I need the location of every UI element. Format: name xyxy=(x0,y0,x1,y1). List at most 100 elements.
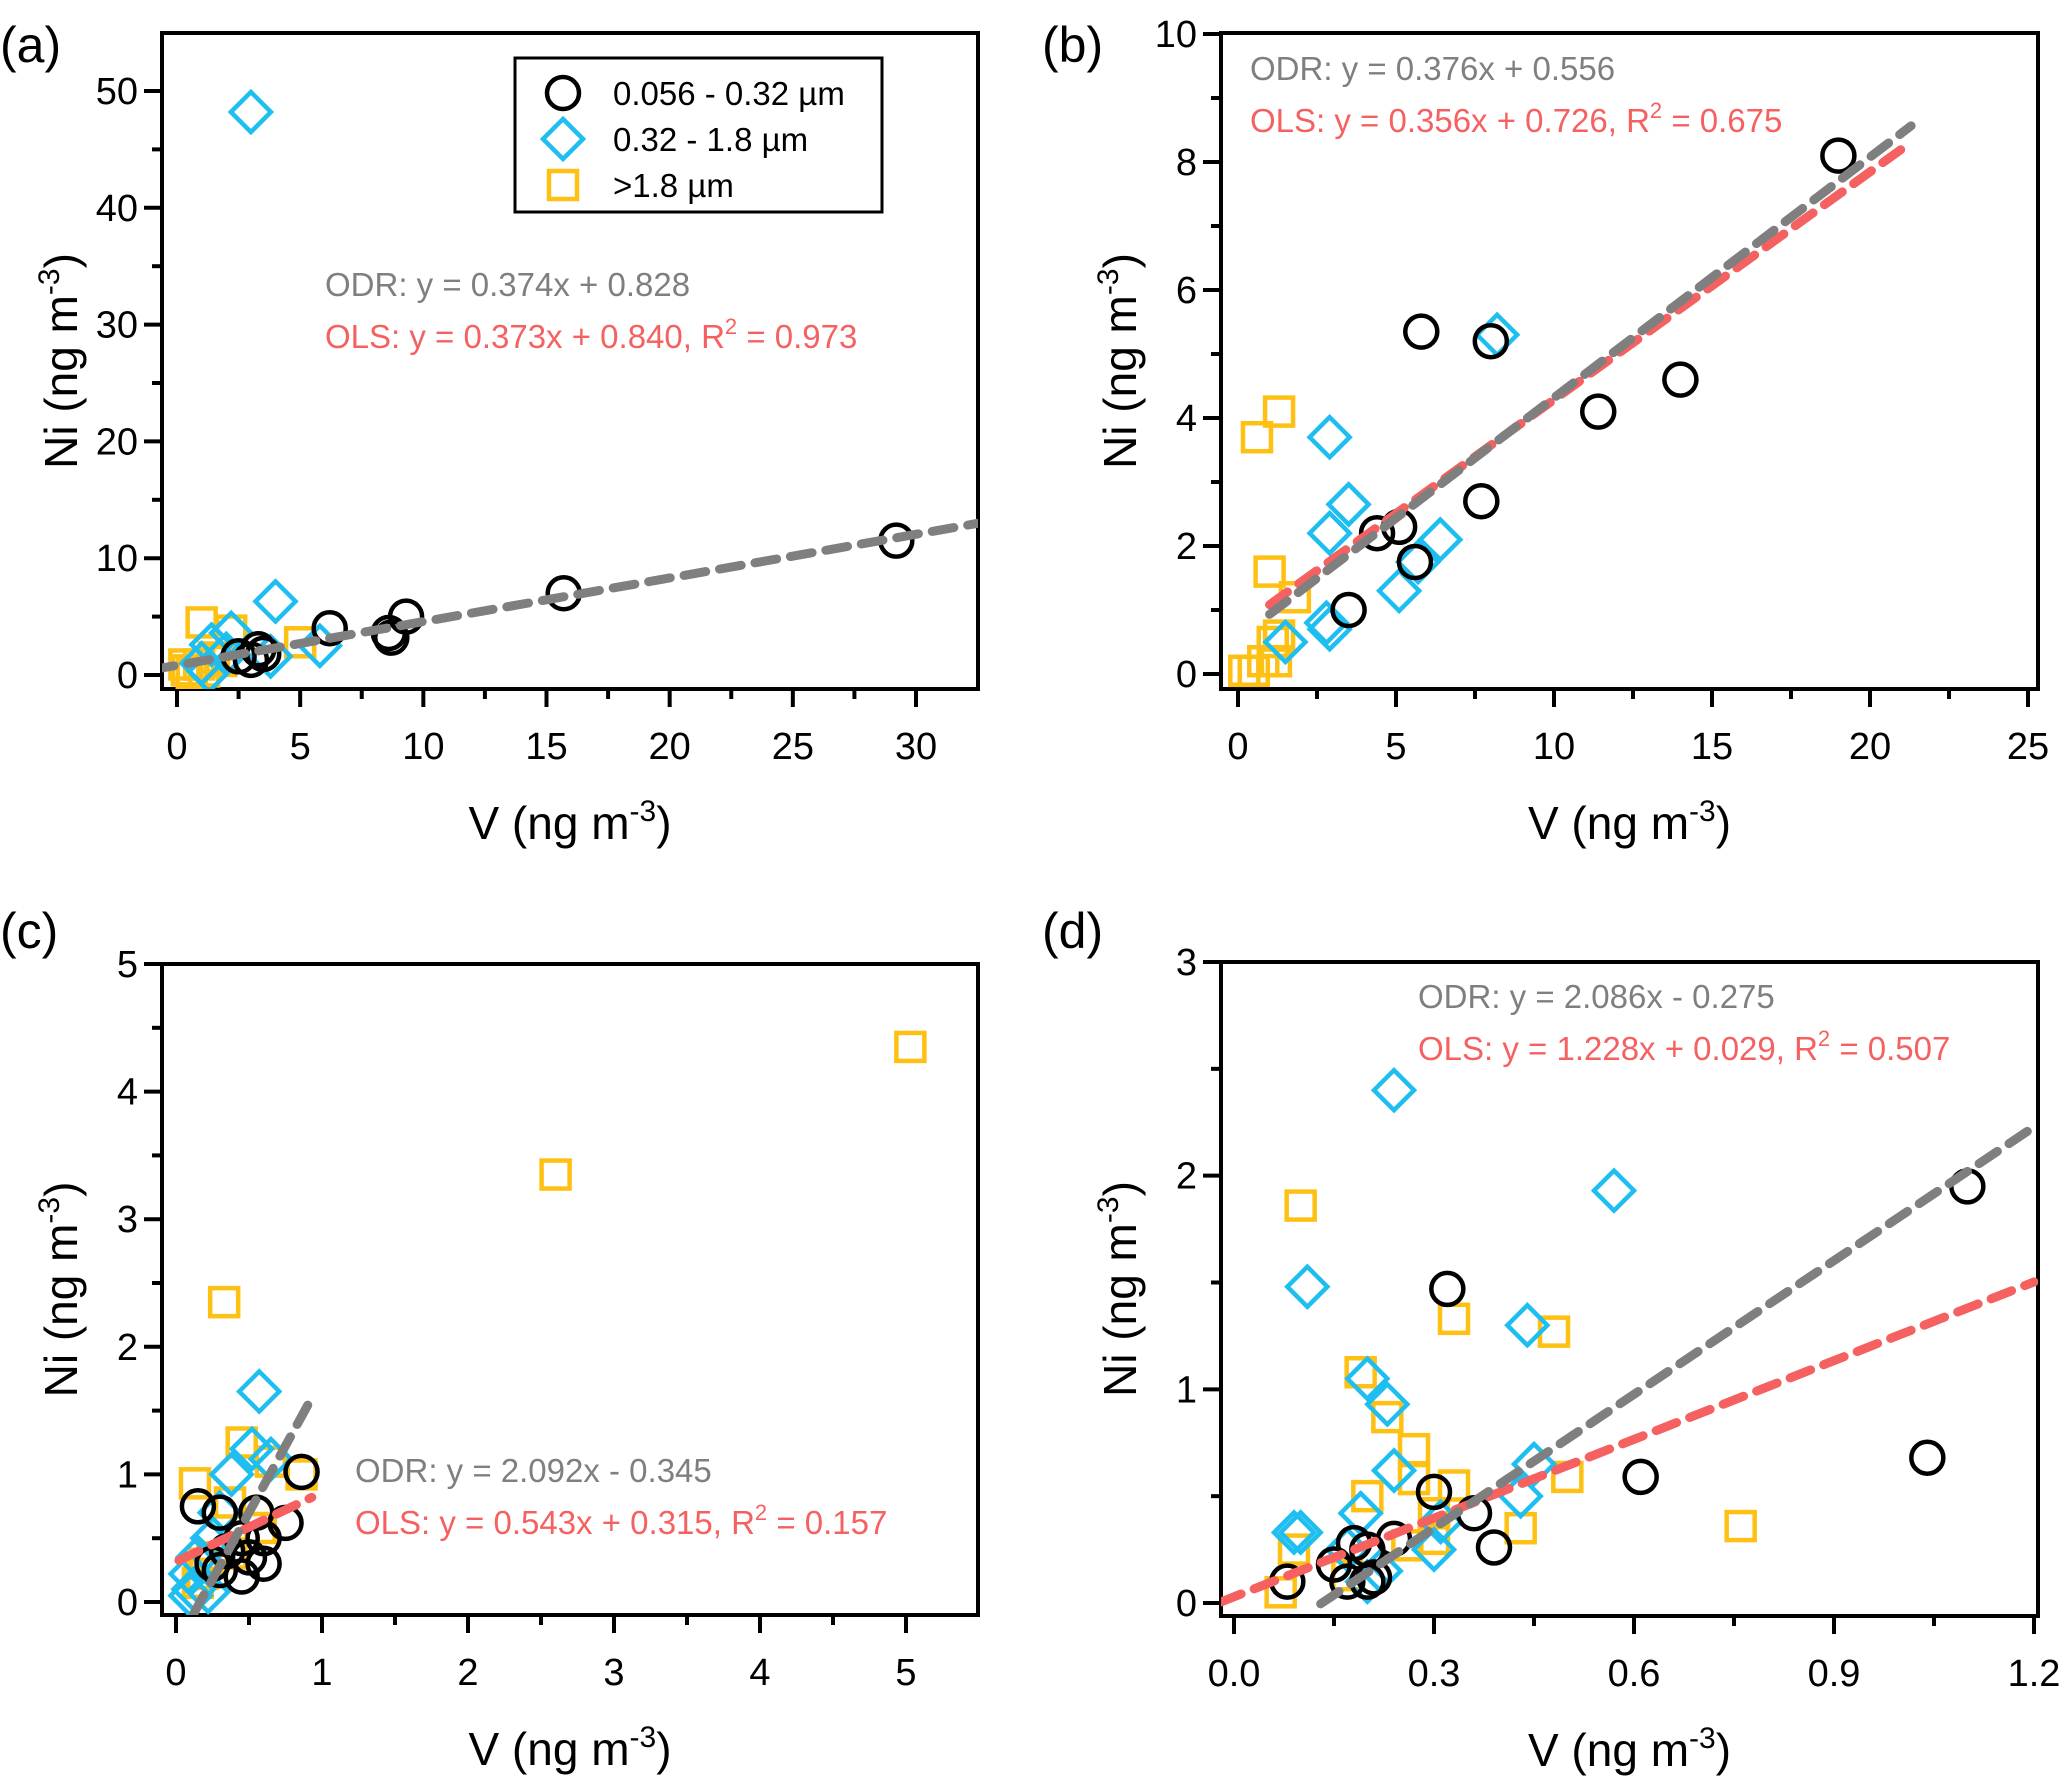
plot-frame xyxy=(1219,31,2040,691)
superscript: -3 xyxy=(630,1721,657,1754)
y-tick-label: 4 xyxy=(117,1072,138,1114)
y-tick-label: 1 xyxy=(117,1454,138,1496)
data-point-diamond xyxy=(1370,1067,1418,1114)
legend-marker-circle xyxy=(544,74,582,112)
y-tick-label: 20 xyxy=(96,421,138,463)
data-point-circle xyxy=(1396,543,1434,581)
data-point-diamond xyxy=(1364,1381,1411,1428)
superscript: -3 xyxy=(1092,1196,1125,1223)
ols-fit-line xyxy=(174,1492,317,1565)
data-point-diamond xyxy=(1284,1263,1331,1310)
legend-label: 0.056 - 0.32 µm xyxy=(613,75,845,112)
data-point-square xyxy=(178,1467,212,1500)
data-point-diamond xyxy=(228,1425,276,1473)
data-point-circle xyxy=(373,619,410,656)
axis-title-end: ) xyxy=(656,797,671,849)
y-tick-label: 0 xyxy=(1176,1583,1197,1625)
data-point-square xyxy=(1724,1509,1757,1543)
odr-fit-line xyxy=(189,1393,317,1615)
x-tick-label: 10 xyxy=(1533,726,1575,768)
y-tick-label: 0 xyxy=(117,1582,138,1624)
superscript: -3 xyxy=(33,1197,66,1224)
data-point-circle xyxy=(245,1545,282,1582)
plot-area xyxy=(1221,1067,2038,1609)
y-tick-label: 2 xyxy=(117,1327,138,1369)
x-tick-label: 5 xyxy=(1385,726,1406,768)
axis-title-end: ) xyxy=(1716,797,1731,849)
r2-value: = 0.973 xyxy=(737,318,857,355)
axis-title-end: ) xyxy=(1094,1181,1146,1196)
x-tick-label: 1 xyxy=(311,1652,332,1694)
data-point-circle xyxy=(1662,361,1699,398)
y-tick-label: 2 xyxy=(1176,1156,1197,1198)
data-point-diamond xyxy=(167,1572,214,1615)
data-point-diamond xyxy=(236,1368,283,1415)
superscript: -3 xyxy=(1092,268,1125,295)
plot-area xyxy=(1228,121,1916,688)
data-point-diamond xyxy=(1325,481,1372,528)
x-axis-title: V (ng m-3) xyxy=(1528,1722,1731,1776)
data-point-circle xyxy=(283,1453,320,1491)
data-point-square xyxy=(1351,1479,1384,1513)
data-point-circle xyxy=(1403,313,1440,350)
data-point-circle xyxy=(1820,137,1857,174)
y-tick-label: 30 xyxy=(96,305,138,347)
odr-fit-line xyxy=(162,518,978,673)
data-point-square xyxy=(1344,1355,1377,1389)
panel-label: (b) xyxy=(1042,17,1103,73)
data-point-circle xyxy=(1358,514,1396,552)
x-tick-label: 0.0 xyxy=(1208,1653,1261,1695)
y-tick-label: 50 xyxy=(96,71,138,113)
y-axis-title: Ni (ng m-3) xyxy=(33,253,87,469)
data-point-circle xyxy=(1472,322,1510,360)
x-axis-title: V (ng m-3) xyxy=(1528,795,1731,849)
x-tick-label: 30 xyxy=(895,726,937,768)
data-point-square xyxy=(1228,654,1261,688)
data-point-square xyxy=(1437,1302,1471,1336)
x-tick-label: 0 xyxy=(1227,726,1248,768)
y-axis-title: Ni (ng m-3) xyxy=(33,1182,87,1398)
data-point-circle xyxy=(1579,393,1617,430)
y-tick-label: 6 xyxy=(1176,270,1197,312)
panel-a: (a) 0 5 10 15 20 25 30 0 10 20 30 40 50 V (ng m-3) Ni (… xyxy=(0,17,980,849)
panel-b: (b) 0 5 10 15 20 25 0 2 4 6 8 10 V (ng m-3) Ni (ng m-3… xyxy=(1042,14,2049,849)
odr-fit-line xyxy=(1316,1122,2038,1609)
r2-value: = 0.507 xyxy=(1830,1030,1950,1067)
data-point-diamond xyxy=(1417,516,1464,563)
data-point-circle xyxy=(1463,482,1500,520)
data-point-square xyxy=(1284,1189,1317,1222)
data-point-circle xyxy=(1415,1473,1453,1511)
data-point-diamond xyxy=(1262,618,1309,666)
x-tick-label: 5 xyxy=(290,726,311,768)
ols-equation: OLS: y = 1.228x + 0.029, R2 = 0.507 xyxy=(1418,1026,1950,1067)
superscript: -3 xyxy=(1689,795,1716,828)
ols-equation: OLS: y = 0.543x + 0.315, R2 = 0.157 xyxy=(355,1500,887,1541)
data-point-square xyxy=(894,1030,927,1064)
x-tick-label: 0.6 xyxy=(1608,1653,1661,1695)
y-tick-label: 3 xyxy=(117,1199,138,1241)
plot-area xyxy=(167,1030,927,1615)
legend: 0.056 - 0.32 µm 0.32 - 1.8 µm >1.8 µm xyxy=(513,56,884,214)
data-point-diamond xyxy=(1504,1302,1551,1349)
panel-label: (c) xyxy=(0,903,58,959)
legend-marker-diamond xyxy=(539,115,587,163)
x-tick-label: 25 xyxy=(772,726,814,768)
data-point-square xyxy=(1240,420,1274,454)
axis-title-end: ) xyxy=(1094,253,1146,268)
y-tick-label: 40 xyxy=(96,188,138,230)
x-tick-label: 2 xyxy=(457,1652,478,1694)
data-point-diamond xyxy=(227,88,275,136)
y-axis-title: Ni (ng m-3) xyxy=(1092,1181,1146,1397)
r2-superscript: 2 xyxy=(755,1500,767,1525)
data-point-square xyxy=(1256,625,1290,659)
data-point-diamond xyxy=(1306,510,1353,557)
y-tick-label: 3 xyxy=(1176,942,1197,984)
panel-d: (d) 0.0 0.3 0.6 0.9 1.2 0 1 2 3 V (ng m-3) Ni (ng m… xyxy=(1042,903,2060,1776)
x-tick-label: 0.9 xyxy=(1808,1653,1861,1695)
data-point-diamond xyxy=(1306,606,1353,653)
y-tick-label: 10 xyxy=(1155,14,1197,56)
legend-label: >1.8 µm xyxy=(613,167,734,204)
data-point-diamond xyxy=(1344,1355,1391,1402)
odr-equation: ODR: y = 0.374x + 0.828 xyxy=(325,266,690,303)
